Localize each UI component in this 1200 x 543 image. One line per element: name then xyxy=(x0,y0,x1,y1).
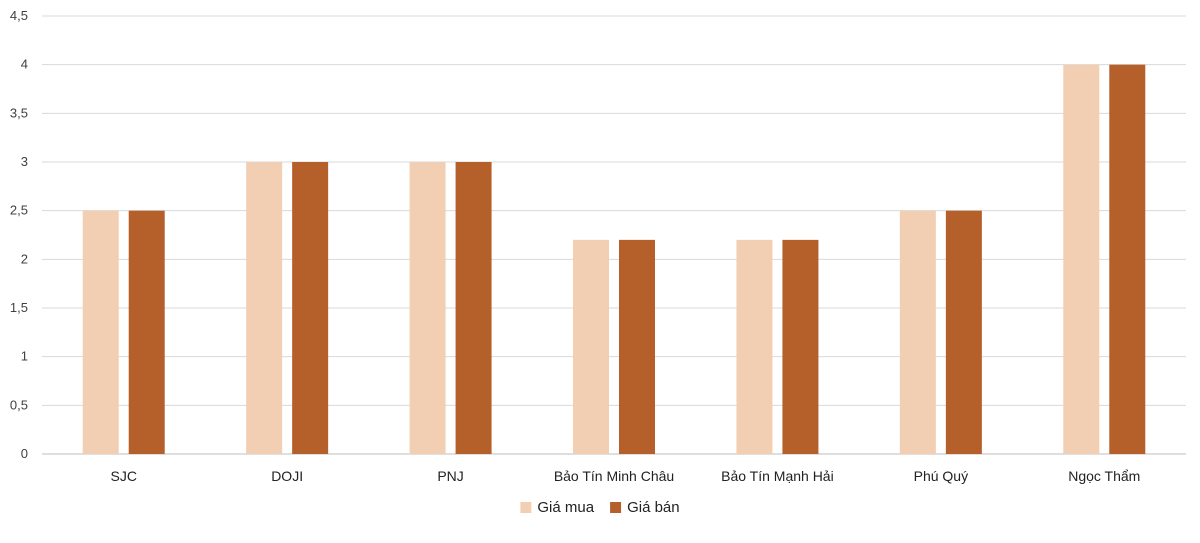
y-axis-tick-labels: 0 0,5 1 1,5 2 2,5 3 3,5 4 4,5 xyxy=(10,8,28,461)
bar-gia-ban xyxy=(945,210,982,454)
bar-gia-mua xyxy=(1063,64,1100,455)
bar-gia-mua xyxy=(573,239,609,454)
x-category-label: Bảo Tín Mạnh Hải xyxy=(721,468,834,484)
bar-gia-mua xyxy=(246,162,283,454)
x-category-label: DOJI xyxy=(271,468,303,484)
bar-gia-ban xyxy=(1109,64,1146,455)
bar-gia-mua xyxy=(736,239,773,454)
bar-gia-ban xyxy=(782,239,819,454)
y-tick-label: 2 xyxy=(21,251,28,266)
y-tick-label: 1,5 xyxy=(10,300,28,315)
gridlines xyxy=(42,15,1186,455)
bar-gia-mua xyxy=(899,210,936,454)
y-tick-label: 2,5 xyxy=(10,203,28,218)
bar-gia-ban xyxy=(128,210,165,454)
y-tick-label: 0 xyxy=(21,446,28,461)
legend-swatch xyxy=(520,502,532,513)
y-tick-label: 4 xyxy=(21,57,28,72)
legend-label: Giá bán xyxy=(627,499,680,516)
x-category-label: Ngọc Thẩm xyxy=(1068,468,1140,484)
y-tick-label: 3 xyxy=(21,154,28,169)
x-category-label: PNJ xyxy=(437,468,463,484)
legend: Giá mua Giá bán xyxy=(520,499,680,516)
bar-gia-ban xyxy=(619,239,655,454)
bars xyxy=(82,64,1146,455)
bar-gia-ban xyxy=(455,162,492,454)
y-tick-label: 3,5 xyxy=(10,105,28,120)
y-tick-label: 1 xyxy=(21,349,28,364)
x-axis-category-labels: SJC DOJI PNJ Bảo Tín Minh Châu Bảo Tín Mạnh … xyxy=(110,468,1140,484)
x-category-label: SJC xyxy=(110,468,136,484)
x-category-label: Bảo Tín Minh Châu xyxy=(554,468,674,484)
bar-gia-mua xyxy=(409,162,446,454)
bar-gia-ban xyxy=(292,162,329,454)
x-category-label: Phú Quý xyxy=(914,468,968,484)
legend-swatch xyxy=(610,502,622,513)
legend-label: Giá mua xyxy=(537,499,594,516)
bar-gia-mua xyxy=(82,210,119,454)
y-tick-label: 4,5 xyxy=(10,8,28,23)
y-tick-label: 0,5 xyxy=(10,397,28,412)
